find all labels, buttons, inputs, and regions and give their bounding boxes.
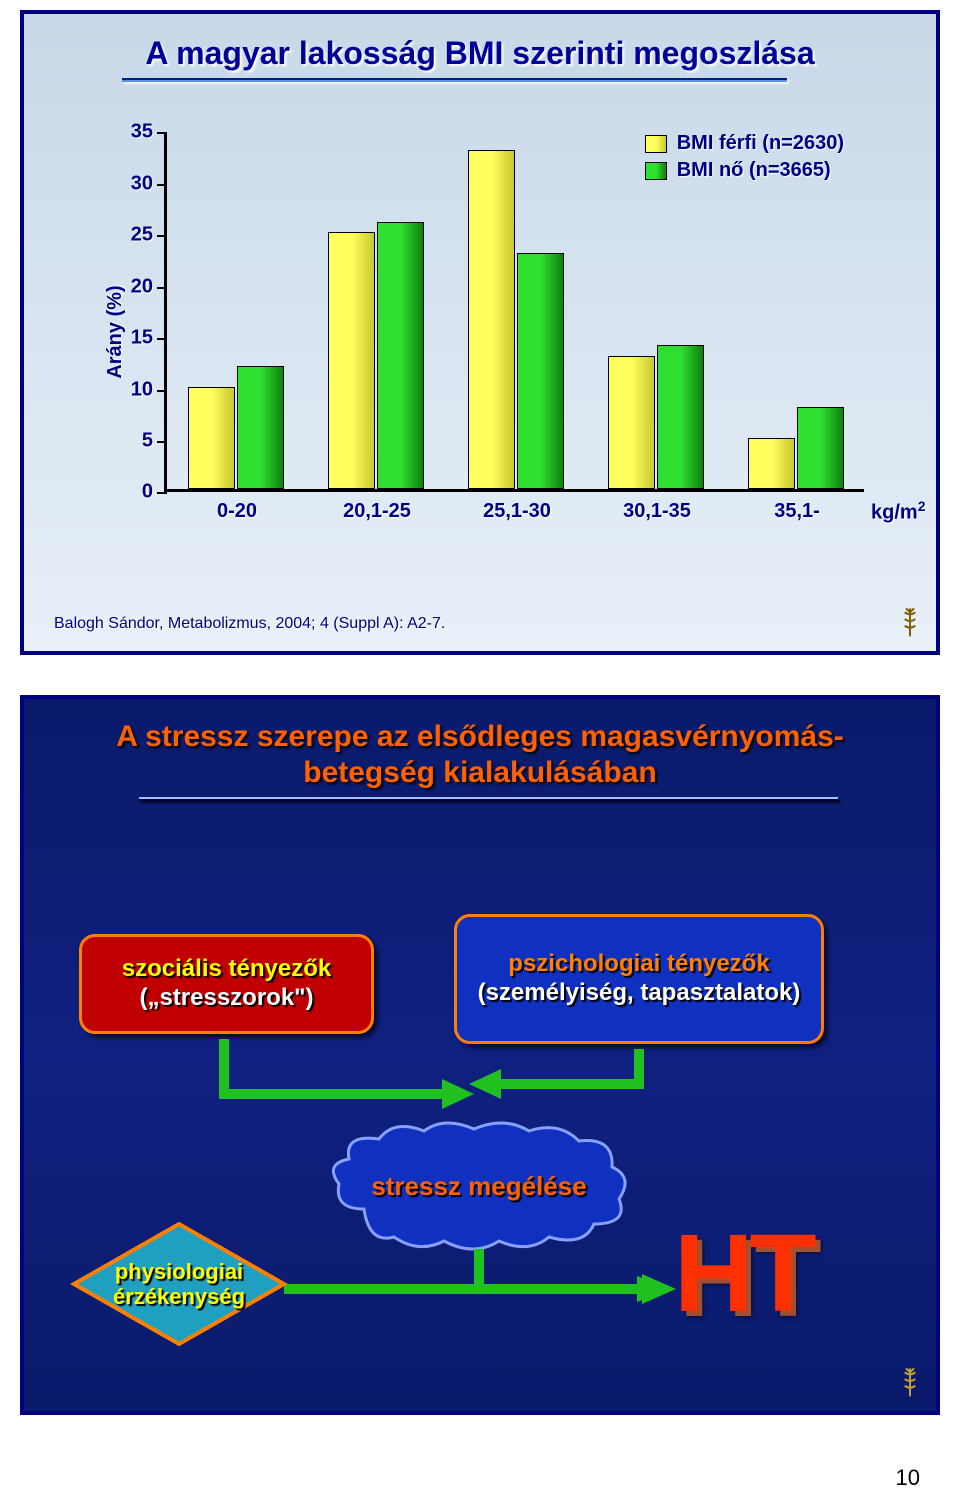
cloud-stress-experience: stressz megélése [324,1119,634,1254]
page-number: 10 [0,1455,960,1511]
bar [657,345,704,489]
bar [328,232,375,489]
x-tick-label: 35,1- [774,500,820,523]
legend-swatch [645,162,667,180]
arrow-diamond-to-ht [279,1274,679,1304]
legend-swatch [645,135,667,153]
diamond-line2: érzékenység [113,1284,245,1309]
x-tick-label: 30,1-35 [623,500,691,523]
legend-item: BMI férfi (n=2630) [645,132,844,155]
x-tick-label: 25,1-30 [483,500,551,523]
plot-area: BMI férfi (n=2630)BMI nő (n=3665) 051015… [164,132,864,492]
title-rule [122,78,787,82]
y-tick-label: 30 [131,172,167,195]
citation-text: Balogh Sándor, Metabolizmus, 2004; 4 (Su… [54,615,445,633]
title-rule [139,797,838,801]
x-tick-label: 0-20 [217,500,257,523]
bar [188,387,235,490]
bmi-bar-chart: Arány (%) BMI férfi (n=2630)BMI nő (n=36… [114,132,874,532]
legend-label: BMI férfi (n=2630) [677,132,844,155]
bar [517,253,564,490]
ht-outcome: HT [674,1219,813,1329]
diamond-label: physiologiai érzékenység [69,1219,289,1349]
y-tick-label: 35 [131,121,167,144]
box-social-factors: szociális tényezők („stresszorok") [79,934,374,1034]
box-psych-line2: (személyiség, tapasztalatok) [478,979,801,1008]
bar [797,407,844,489]
bar [748,438,795,489]
bar [237,366,284,489]
bar [608,356,655,490]
bar [468,150,515,489]
box-psych-factors: pszichologiai tényezők (személyiség, tap… [454,914,824,1044]
x-unit-label: kg/m2 [871,498,925,525]
cloud-label: stressz megélése [324,1119,634,1254]
box-social-line1: szociális tényezők [122,955,331,984]
caduceus-icon [896,607,924,639]
y-tick-label: 20 [131,275,167,298]
diamond-line1: physiologiai [113,1259,245,1284]
slide2-title: A stressz szerepe az elsődleges magasvér… [54,719,906,791]
y-tick-label: 0 [142,481,167,504]
x-tick-label: 20,1-25 [343,500,411,523]
caduceus-icon [896,1367,924,1399]
chart-legend: BMI férfi (n=2630) BMI nő (n=3665) [645,132,844,186]
legend-label: BMI nő (n=3665) [677,159,831,182]
bar [377,222,424,489]
box-psych-line1: pszichologiai tényezők [508,950,769,979]
diamond-physiological: physiologiai érzékenység [69,1219,289,1349]
y-tick-label: 5 [142,429,167,452]
legend-item: BMI nő (n=3665) [645,159,844,182]
slide1-title: A magyar lakosság BMI szerinti megoszlás… [54,34,906,72]
y-tick-label: 10 [131,378,167,401]
slide-bmi-chart: A magyar lakosság BMI szerinti megoszlás… [20,10,940,655]
y-axis-label: Arány (%) [104,286,127,379]
slide-stress-diagram: A stressz szerepe az elsődleges magasvér… [20,695,940,1415]
y-tick-label: 15 [131,327,167,350]
y-tick-label: 25 [131,224,167,247]
box-social-line2: („stresszorok") [139,984,313,1013]
